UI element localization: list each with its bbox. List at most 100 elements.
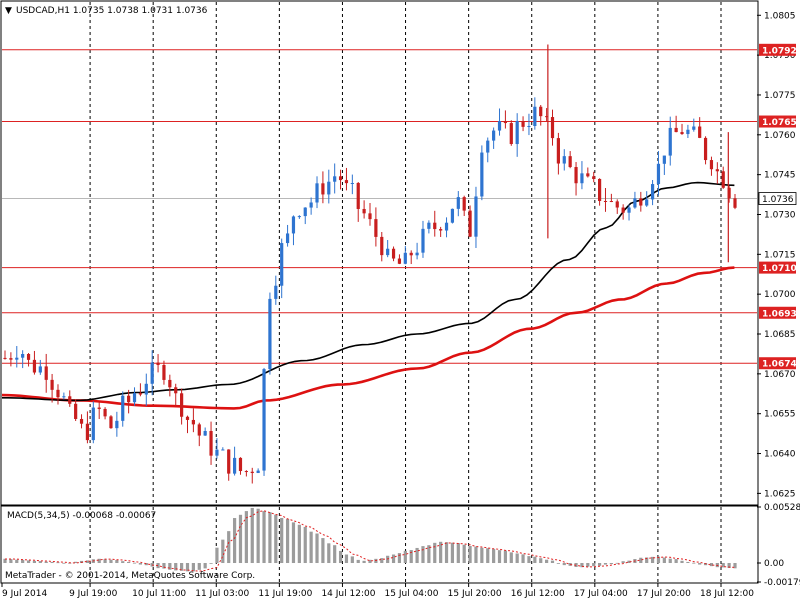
- level-price-tag: [759, 306, 796, 319]
- symbol-info: USDCAD,H1 1.0735 1.0738 1.0731 1.0736: [16, 6, 208, 16]
- macd-bar: [450, 542, 455, 564]
- candle-body: [156, 362, 160, 366]
- macd-bar: [586, 563, 590, 567]
- macd-bar: [539, 558, 543, 564]
- candle-body: [568, 156, 572, 168]
- candle-body: [138, 393, 143, 395]
- candle-body: [115, 420, 119, 429]
- macd-bar: [439, 541, 443, 564]
- macd-bar: [415, 547, 419, 564]
- macd-bar: [721, 563, 725, 568]
- candle-body: [26, 354, 31, 360]
- macd-label: MACD(5,34,5) -0.00068 -0.00067: [7, 511, 156, 521]
- candle-body: [686, 129, 690, 135]
- candle-body: [79, 418, 84, 424]
- macd-bar: [280, 517, 284, 564]
- macd-bar: [85, 560, 90, 564]
- candle-body: [497, 121, 502, 131]
- macd-bar: [203, 563, 207, 569]
- candle-body: [203, 430, 207, 436]
- macd-bar: [686, 561, 690, 564]
- candle-body: [333, 176, 337, 182]
- candle-body: [56, 389, 60, 398]
- candle-body: [662, 155, 666, 164]
- candle-body: [556, 138, 560, 164]
- macd-bar: [291, 522, 296, 564]
- macd-bar: [138, 563, 143, 565]
- candle-body: [74, 403, 78, 419]
- time-label: 11 Jul 03:00: [195, 589, 249, 599]
- candle-body: [197, 424, 201, 436]
- macd-bar: [285, 519, 290, 564]
- macd-bar: [733, 563, 737, 569]
- candle-body: [227, 449, 231, 474]
- price-tick-label: 1.0745: [764, 171, 796, 181]
- chart-menu-arrow-icon[interactable]: ▼: [5, 6, 12, 16]
- price-tick-label: 1.0715: [764, 250, 796, 260]
- candle-body: [380, 236, 384, 256]
- macd-bar: [15, 559, 19, 564]
- macd-bar: [409, 550, 413, 564]
- price-tick-label: 1.0775: [764, 91, 796, 101]
- macd-bar: [621, 561, 625, 564]
- time-label: 14 Jul 12:00: [321, 589, 375, 599]
- candle-body: [150, 362, 154, 384]
- time-label: 15 Jul 20:00: [448, 589, 502, 599]
- macd-bar: [362, 560, 366, 564]
- macd-bar: [297, 524, 301, 564]
- macd-bar: [209, 563, 213, 564]
- candle-body: [232, 457, 237, 474]
- macd-bar: [391, 554, 396, 564]
- candle-body: [191, 419, 195, 425]
- macd-bar: [609, 563, 613, 565]
- macd-bar: [692, 562, 696, 564]
- candle-body: [374, 219, 378, 237]
- level-price-tag: [759, 357, 796, 370]
- candle-body: [250, 471, 254, 474]
- candle-body: [527, 125, 531, 127]
- candle-body: [68, 396, 72, 404]
- candle-body: [9, 358, 13, 360]
- candle-body: [545, 116, 549, 118]
- macd-bar: [509, 552, 513, 564]
- candle-body: [468, 210, 472, 237]
- macd-bar: [698, 563, 702, 565]
- candle-body: [327, 181, 331, 195]
- candle-body: [338, 176, 343, 181]
- macd-bar: [26, 560, 31, 564]
- macd-bar: [62, 562, 66, 564]
- macd-bar: [321, 538, 325, 564]
- candle-body: [256, 470, 260, 474]
- candle-body: [386, 248, 390, 256]
- candle-body: [603, 200, 608, 202]
- price-tick-label: 1.0685: [764, 330, 796, 340]
- candle-body: [215, 449, 219, 456]
- candle-body: [103, 408, 107, 417]
- candle-body: [709, 160, 714, 170]
- fast-moving-average: [2, 181, 735, 402]
- macd-bar: [309, 531, 313, 564]
- macd-layer: [3, 507, 737, 572]
- candle-body: [715, 169, 719, 172]
- candle-body: [303, 207, 307, 217]
- macd-bar: [568, 563, 572, 566]
- candle-body: [280, 243, 284, 286]
- macd-bar: [433, 542, 437, 564]
- macd-bar: [662, 557, 666, 564]
- candle-body: [421, 228, 425, 253]
- candle-body: [592, 176, 596, 179]
- candle-body: [362, 208, 366, 214]
- candle-layer: [3, 44, 737, 484]
- candle-body: [627, 207, 631, 213]
- price-tick-label: 1.0625: [764, 489, 796, 499]
- candle-body: [633, 198, 637, 208]
- candle-body: [550, 117, 555, 139]
- candle-body: [539, 106, 543, 117]
- candle-body: [309, 202, 313, 208]
- candle-body: [486, 140, 490, 153]
- macd-bar: [727, 563, 731, 568]
- macd-bar: [527, 556, 531, 564]
- macd-bar: [274, 514, 278, 564]
